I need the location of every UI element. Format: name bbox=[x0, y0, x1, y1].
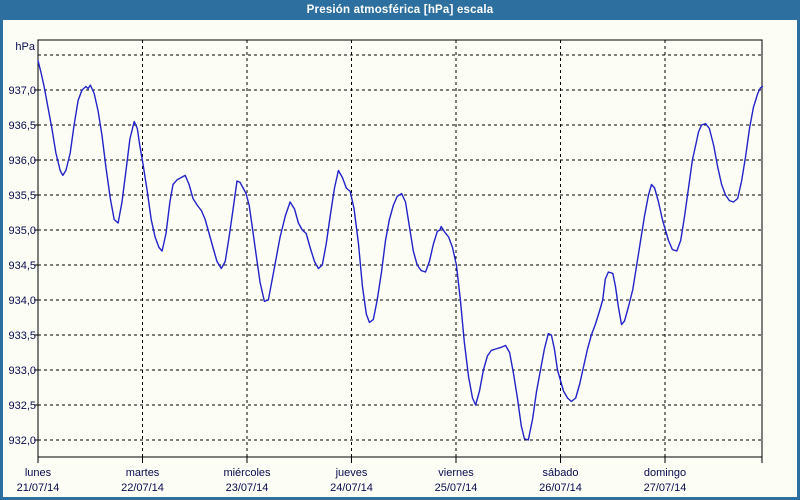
y-axis-label: 937,0 bbox=[8, 85, 36, 97]
x-axis-day-label: miércoles bbox=[223, 467, 271, 479]
window-title: Presión atmosférica [hPa] escala bbox=[306, 4, 494, 16]
x-axis-date-label: 25/07/14 bbox=[435, 482, 478, 494]
y-axis-label: 932,0 bbox=[8, 435, 36, 447]
y-axis-label: 932,5 bbox=[8, 400, 36, 412]
x-axis-date-label: 21/07/14 bbox=[17, 482, 60, 494]
y-axis-label: 935,5 bbox=[8, 190, 36, 202]
x-axis-date-label: 24/07/14 bbox=[330, 482, 373, 494]
x-axis-day-label: viernes bbox=[438, 467, 474, 479]
x-axis-day-label: jueves bbox=[335, 467, 368, 479]
y-axis-label: 935,0 bbox=[8, 225, 36, 237]
x-axis-date-label: 26/07/14 bbox=[539, 482, 582, 494]
title-bar: Presión atmosférica [hPa] escala bbox=[0, 0, 800, 20]
x-axis-date-label: 23/07/14 bbox=[226, 482, 269, 494]
pressure-line bbox=[37, 59, 764, 441]
x-axis-date-label: 27/07/14 bbox=[644, 482, 687, 494]
x-axis-day-label: lunes bbox=[25, 467, 52, 479]
y-axis-unit-label: hPa bbox=[15, 41, 35, 53]
x-axis-day-label: sábado bbox=[542, 467, 578, 479]
plot-border bbox=[37, 39, 763, 458]
y-axis-label: 933,5 bbox=[8, 330, 36, 342]
y-axis-label: 934,0 bbox=[8, 295, 36, 307]
x-axis-day-label: martes bbox=[126, 467, 160, 479]
axis-labels: 937,0 936,5 936,0 935,5 935,0 934,5 934,0 933,5… bbox=[8, 85, 686, 494]
y-axis-label: 936,5 bbox=[8, 120, 36, 132]
x-axis-date-label: 22/07/14 bbox=[121, 482, 164, 494]
y-axis-label: 936,0 bbox=[8, 155, 36, 167]
gridlines bbox=[38, 40, 762, 457]
x-axis-day-label: domingo bbox=[644, 467, 686, 479]
y-axis-label: 933,0 bbox=[8, 365, 36, 377]
y-axis-label: 934,5 bbox=[8, 260, 36, 272]
axis-ticks bbox=[34, 89, 763, 463]
